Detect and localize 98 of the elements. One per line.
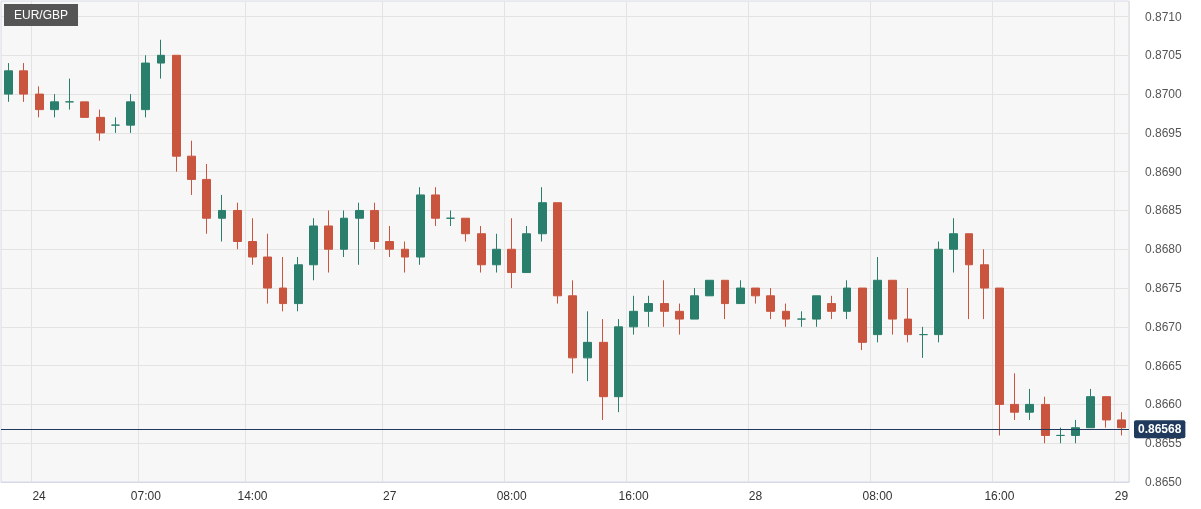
candlestick xyxy=(888,279,897,336)
candlestick xyxy=(385,225,394,258)
candlestick xyxy=(370,202,379,250)
candlestick xyxy=(995,287,1004,436)
candlestick xyxy=(904,287,912,343)
candlestick xyxy=(4,62,13,103)
candlestick xyxy=(1041,396,1050,444)
candlestick xyxy=(233,202,242,250)
x-tick-label: 07:00 xyxy=(130,489,162,503)
candlestick xyxy=(965,233,973,320)
candlestick xyxy=(172,54,181,173)
y-tick-label: 0.8650 xyxy=(1145,475,1183,489)
y-tick-label: 0.8680 xyxy=(1145,242,1183,257)
candlestick xyxy=(629,295,638,336)
candlestick xyxy=(1025,388,1034,421)
x-tick-label: 14:00 xyxy=(237,489,268,503)
candlestick xyxy=(19,62,28,103)
candlestick xyxy=(751,287,760,305)
candlestick xyxy=(477,225,486,274)
candlestick xyxy=(644,295,653,328)
candlestick xyxy=(934,241,943,343)
candlestick xyxy=(111,116,120,134)
candlestick xyxy=(355,202,364,266)
y-tick-label: 0.8670 xyxy=(1145,319,1183,334)
ref-line-label: 0.86568 xyxy=(1138,422,1182,437)
candlestick xyxy=(721,279,729,320)
candlestick xyxy=(797,310,806,328)
x-tick-label: 08:00 xyxy=(862,489,893,503)
candlestick xyxy=(736,279,745,305)
candlestick xyxy=(187,140,196,196)
text: EUR/GBP xyxy=(14,8,69,22)
candlestick xyxy=(1010,372,1019,421)
candlestick xyxy=(461,217,470,242)
x-tick-label: 24 xyxy=(32,489,47,503)
y-tick-label: 0.8705 xyxy=(1145,48,1183,63)
candlestick xyxy=(294,256,303,312)
y-tick-label: 0.8690 xyxy=(1145,164,1183,179)
candlestick xyxy=(538,186,547,242)
y-tick-label: 0.8685 xyxy=(1145,203,1183,218)
candlestick xyxy=(583,310,592,382)
candlestick xyxy=(614,318,623,413)
candlestick xyxy=(50,93,59,118)
y-tick-label: 0.8655 xyxy=(1145,436,1183,451)
candlestick xyxy=(279,256,287,312)
x-tick-label: 08:00 xyxy=(496,489,527,503)
candlestick xyxy=(858,287,867,351)
candlestick xyxy=(705,279,714,297)
candlestick xyxy=(309,217,318,281)
candlestick xyxy=(690,287,699,320)
candlestick xyxy=(843,279,851,320)
candlestick xyxy=(1056,427,1065,444)
candlestick xyxy=(766,287,775,320)
candlestick xyxy=(202,163,211,235)
candlestick xyxy=(919,326,928,359)
candlestick xyxy=(873,256,882,343)
candlestick xyxy=(65,78,74,111)
y-tick-label: 0.8700 xyxy=(1145,87,1183,102)
candlestick xyxy=(522,225,531,274)
candlestick xyxy=(218,194,226,242)
y-tick-label: 0.8675 xyxy=(1145,281,1183,296)
y-tick-label: 0.8665 xyxy=(1145,358,1183,373)
candlestick xyxy=(675,303,684,336)
candlestick xyxy=(812,295,821,328)
y-tick-label: 0.8695 xyxy=(1145,125,1183,140)
y-tick-label: 0.8710 xyxy=(1145,9,1183,24)
x-tick-label: 16:00 xyxy=(984,489,1015,503)
candlestick xyxy=(553,202,562,305)
candlestick xyxy=(782,303,790,328)
candlestick xyxy=(660,279,669,328)
x-tick-label: 28 xyxy=(748,489,763,503)
x-tick-label: 27 xyxy=(383,489,397,503)
candlestick xyxy=(35,85,44,118)
candlestick xyxy=(446,209,455,227)
candlestick xyxy=(492,233,501,274)
candlestick xyxy=(827,295,836,320)
candlestick xyxy=(80,101,89,118)
candlestick xyxy=(980,248,989,320)
candlestick xyxy=(1086,388,1095,429)
candlestick xyxy=(157,39,165,80)
candlestick xyxy=(141,54,150,118)
x-tick-label: 16:00 xyxy=(618,489,649,503)
candlestick xyxy=(599,318,608,421)
candlestick xyxy=(263,233,272,305)
x-tick-label: 29 xyxy=(1114,489,1129,503)
candlestick xyxy=(949,217,958,274)
candlestick xyxy=(507,217,516,289)
candlestick xyxy=(431,186,440,227)
candlestick xyxy=(401,241,409,274)
candlestick xyxy=(340,209,348,258)
y-tick-label: 0.8660 xyxy=(1145,397,1183,412)
candlestick xyxy=(1117,411,1126,436)
candlestick xyxy=(416,186,425,266)
candlestick xyxy=(1102,396,1111,429)
candlestick xyxy=(248,217,257,266)
candlestick xyxy=(324,209,333,274)
candlestick xyxy=(126,93,135,134)
candlestick xyxy=(568,279,577,374)
candlestick xyxy=(96,109,105,142)
